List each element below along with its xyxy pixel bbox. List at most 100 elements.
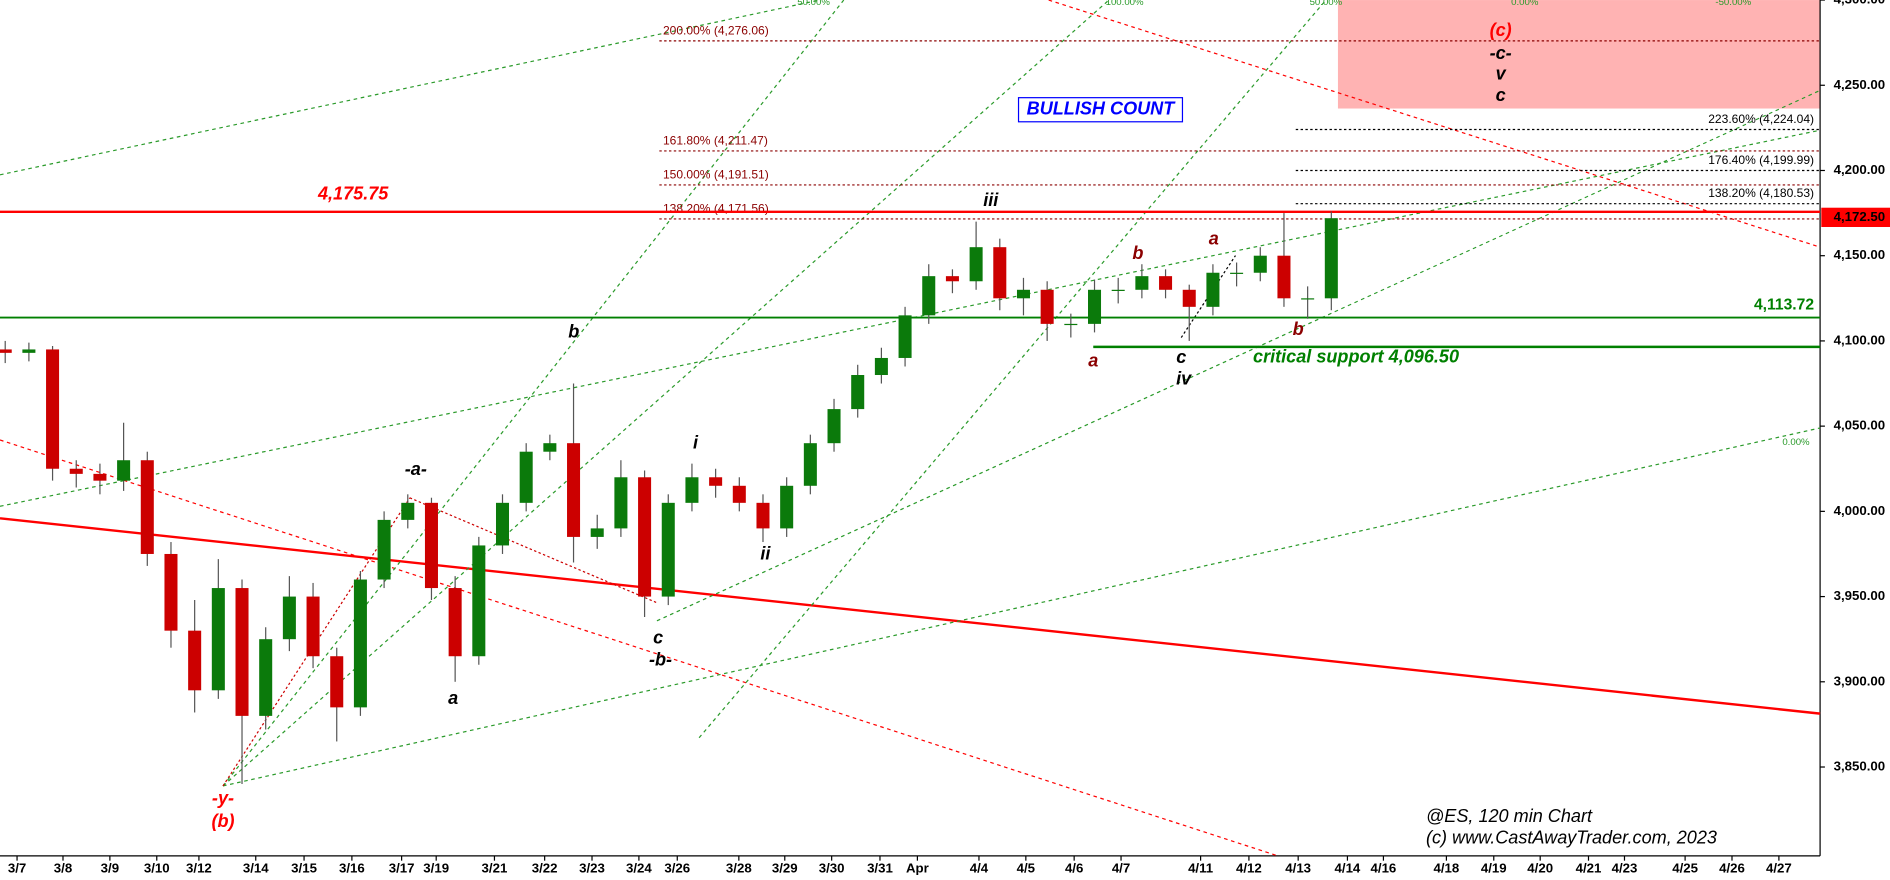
candle-body	[22, 349, 36, 353]
fib-label: 138.20% (4,171.56)	[663, 201, 769, 215]
candle-body	[756, 502, 770, 529]
trend-line	[698, 0, 1327, 739]
trend-line	[0, 517, 1821, 715]
candle-body	[117, 460, 131, 481]
x-tick-label: 3/23	[579, 861, 605, 876]
candle-body	[709, 477, 723, 486]
candle-body	[732, 485, 746, 503]
candle-body	[590, 528, 604, 537]
y-tick-label: 4,100.00	[1834, 332, 1886, 347]
y-tick-label: 4,000.00	[1834, 503, 1886, 518]
level-label: 4,175.75	[317, 184, 389, 204]
candle-body	[282, 596, 296, 640]
candle-body	[93, 473, 107, 481]
fan-label: 0.00%	[1782, 437, 1810, 448]
candle-body	[1016, 289, 1030, 299]
y-tick-label: 4,150.00	[1834, 247, 1886, 262]
candle-body	[661, 502, 675, 597]
candle-body	[993, 247, 1007, 299]
wave-label: iv	[1176, 369, 1192, 389]
x-tick-label: 3/22	[532, 861, 558, 876]
candle-body	[1206, 272, 1220, 307]
candle-body	[164, 553, 178, 631]
wave-label: (b)	[211, 811, 234, 831]
x-tick-label: 3/9	[101, 861, 119, 876]
footer-text: (c) www.CastAwayTrader.com, 2023	[1426, 828, 1717, 848]
y-tick-label: 3,900.00	[1834, 673, 1886, 688]
candle-body	[1301, 298, 1315, 300]
candle-body	[472, 545, 486, 657]
wave-label: ii	[760, 543, 771, 563]
x-tick-label: 3/21	[482, 861, 508, 876]
candle-body	[945, 276, 959, 282]
x-tick-label: 4/4	[970, 861, 989, 876]
wave-label: BULLISH COUNT	[1027, 99, 1177, 119]
candle-body	[898, 315, 912, 358]
x-tick-label: 4/5	[1017, 861, 1035, 876]
x-tick-label: 3/12	[186, 861, 212, 876]
candle-body	[353, 579, 367, 708]
wave-label: -c-	[1490, 43, 1512, 63]
candle-body	[401, 502, 415, 520]
wave-label: a	[1088, 350, 1098, 370]
x-tick-label: 3/10	[144, 861, 170, 876]
x-tick-label: Apr	[906, 861, 929, 876]
y-tick-label: 4,200.00	[1834, 162, 1886, 177]
x-tick-label: 4/21	[1576, 861, 1602, 876]
fan-label: 100.00%	[1106, 0, 1144, 8]
x-tick-label: 4/11	[1188, 861, 1213, 876]
wave-label: b	[568, 322, 579, 342]
candle-body	[1277, 255, 1291, 299]
fib-label: 161.80% (4,211.47)	[663, 133, 768, 147]
x-tick-label: 4/27	[1766, 861, 1792, 876]
level-label: 4,113.72	[1754, 297, 1814, 314]
last-price-label: 4,172.50	[1834, 209, 1886, 224]
x-tick-label: 4/6	[1065, 861, 1083, 876]
fan-label: -50.00%	[1715, 0, 1751, 8]
candle-body	[1253, 255, 1267, 273]
x-tick-label: 4/13	[1285, 861, 1311, 876]
candle-body	[922, 276, 936, 316]
fib-label: 176.40% (4,199.99)	[1708, 153, 1814, 167]
candle-body	[235, 588, 249, 716]
wave-label: a	[1209, 229, 1219, 249]
x-tick-label: 3/30	[819, 861, 845, 876]
trend-line	[409, 497, 658, 604]
candle-body	[827, 409, 841, 444]
wave-label: c	[1176, 347, 1186, 367]
candle-body	[1324, 218, 1338, 299]
candle-body	[803, 443, 817, 486]
candle-body	[685, 477, 699, 503]
x-tick-label: 3/31	[867, 861, 893, 876]
candle-body	[495, 502, 510, 546]
candle-body	[1064, 323, 1078, 326]
fan-label: 50.00%	[1310, 0, 1343, 8]
fan-label: 50.00%	[797, 0, 830, 8]
x-tick-label: 3/8	[54, 861, 72, 876]
candle-body	[377, 519, 391, 580]
candle-body	[448, 588, 462, 657]
x-tick-label: 3/26	[664, 861, 690, 876]
trend-line	[656, 89, 1821, 622]
fib-label: 138.20% (4,180.53)	[1708, 186, 1814, 200]
fib-label: 150.00% (4,191.51)	[663, 167, 769, 181]
candle-body	[46, 349, 60, 469]
wave-label: c	[1496, 85, 1506, 105]
candle-body	[1135, 276, 1149, 290]
wave-label: b	[1132, 243, 1143, 263]
candle-body	[1159, 276, 1173, 290]
x-tick-label: 3/16	[339, 861, 365, 876]
wave-label: -y-	[212, 788, 234, 808]
wave-label: c	[653, 628, 663, 648]
candle-body	[543, 443, 557, 452]
trend-line	[222, 427, 1821, 787]
y-tick-label: 4,300.00	[1834, 0, 1886, 7]
wave-label: b	[1293, 319, 1304, 339]
x-tick-label: 4/25	[1672, 861, 1698, 876]
annotation-box	[1017, 97, 1184, 123]
candle-body	[519, 451, 533, 503]
x-tick-label: 3/7	[8, 861, 26, 876]
wave-label: -a-	[405, 459, 427, 479]
x-tick-label: 3/19	[423, 861, 449, 876]
